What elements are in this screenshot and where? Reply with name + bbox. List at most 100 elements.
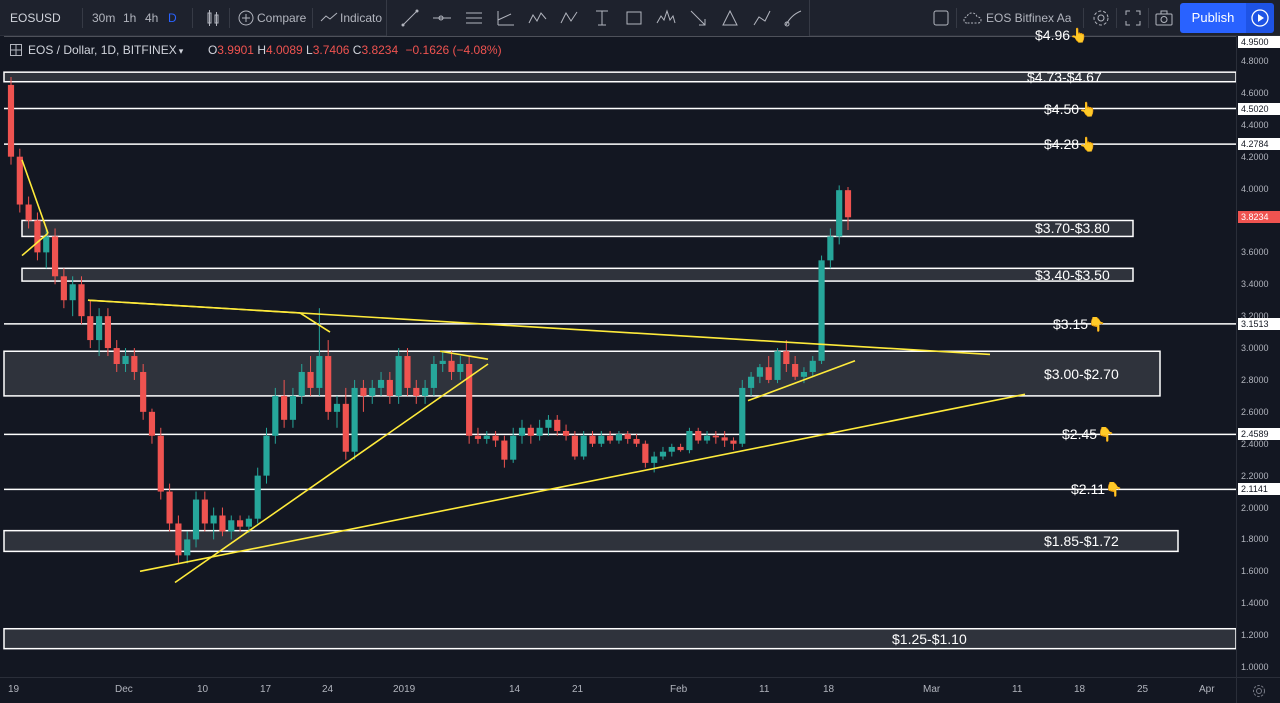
timeframe-d[interactable]: D <box>168 11 177 25</box>
arrow-tool-icon[interactable] <box>685 5 711 31</box>
compare-button[interactable]: Compare <box>257 11 307 25</box>
candle-body <box>192 499 200 540</box>
candle-body <box>281 395 288 420</box>
price-tick: 4.6000 <box>1241 87 1269 98</box>
zone-label: $3.40-$3.50 <box>1035 266 1110 283</box>
candle-body <box>342 403 349 452</box>
price-label: 4.2784 <box>1238 138 1280 151</box>
timeframe-4h[interactable]: 4h <box>145 11 159 25</box>
chevron-down-icon[interactable]: ▾ <box>178 46 184 56</box>
candle-body <box>325 356 332 412</box>
candle-body <box>474 435 482 439</box>
candle-body <box>677 446 684 451</box>
candle-body <box>827 236 834 261</box>
time-axis[interactable]: 19 Dec 10 17 24 2019 14 21 Feb 11 18 Mar 11 18 25 Apr <box>0 677 1236 703</box>
trend-line-icon[interactable] <box>397 5 423 31</box>
head-shoulders-icon[interactable] <box>653 5 679 31</box>
parallel-channel-icon[interactable] <box>461 5 487 31</box>
compare-plus-icon[interactable] <box>233 5 259 31</box>
bar-style-candles-icon[interactable] <box>200 5 226 31</box>
time-tick: 10 <box>197 684 209 695</box>
fullscreen-icon[interactable] <box>1120 5 1146 31</box>
candle-body <box>377 379 385 388</box>
fib-timezone-icon[interactable] <box>589 5 615 31</box>
candle-body <box>430 364 437 388</box>
low-value: 3.7406 <box>312 43 350 57</box>
price-tick: 1.0000 <box>1241 662 1269 672</box>
zone-box <box>21 219 1134 238</box>
zone-label: $3.70-$3.80 <box>1035 220 1110 237</box>
trend-line <box>439 350 489 361</box>
price-tick: 4.8000 <box>1241 56 1269 66</box>
toolbar-divider <box>956 8 957 28</box>
zone-box <box>3 529 1179 553</box>
toolbar-divider <box>192 8 193 28</box>
time-tick: Feb <box>670 684 688 695</box>
layout-name[interactable]: EOS Bitfinex Aa <box>986 11 1072 25</box>
time-tick: 11 <box>759 684 770 695</box>
open-value: 3.9901 <box>217 43 254 57</box>
candle-body <box>562 430 570 436</box>
price-tick: 3.6000 <box>1241 247 1269 258</box>
indicators-icon[interactable] <box>316 5 342 31</box>
candle-body <box>527 427 534 436</box>
candle-body <box>78 284 85 317</box>
publish-menu-button[interactable] <box>1246 3 1274 33</box>
candle-body <box>43 236 50 253</box>
time-tick: 25 <box>1137 684 1149 695</box>
price-tick: 4.0000 <box>1241 183 1269 194</box>
candle-body <box>413 387 420 396</box>
candle-body <box>510 435 517 460</box>
zone-box <box>3 627 1236 650</box>
symbol-search[interactable]: EOSUSD <box>10 11 61 25</box>
zone-label: $1.25-$1.10 <box>892 630 967 647</box>
zones-layer <box>3 36 1236 650</box>
candle-body <box>140 371 147 412</box>
time-tick: Mar <box>923 684 941 695</box>
rectangle-icon[interactable] <box>621 5 647 31</box>
candle-body <box>501 440 508 460</box>
price-tick: 3.4000 <box>1241 279 1269 290</box>
candle-body <box>104 316 111 349</box>
candle-body <box>615 434 623 441</box>
elliott-wave-icon[interactable] <box>525 5 551 31</box>
toolbar-divider <box>1083 8 1084 28</box>
time-tick: 24 <box>322 684 334 695</box>
publish-button[interactable]: Publish <box>1180 3 1246 33</box>
legend-collapse-icon[interactable] <box>10 44 22 56</box>
price-label: 3.8234 <box>1238 210 1280 223</box>
candle-body <box>721 437 728 441</box>
timeframe-1h[interactable]: 1h <box>123 11 137 25</box>
abcd-pattern-icon[interactable] <box>557 5 583 31</box>
path-tool-icon[interactable] <box>749 5 775 31</box>
settings-gear-icon[interactable] <box>1237 678 1280 703</box>
checkbox-icon[interactable] <box>928 5 954 31</box>
candle-body <box>272 395 279 436</box>
triangle-pattern-icon[interactable] <box>717 5 743 31</box>
camera-icon[interactable] <box>1151 5 1177 31</box>
low-label: L <box>306 43 313 57</box>
legend-title[interactable]: EOS / Dollar, 1D, BITFINEX <box>28 43 177 57</box>
settings-gear-icon[interactable] <box>1088 5 1114 31</box>
candle-body <box>571 435 578 457</box>
horizontal-ray-icon[interactable] <box>429 5 455 31</box>
axis-settings-corner[interactable] <box>1236 677 1280 703</box>
price-tick: 1.8000 <box>1241 534 1269 545</box>
candle-body <box>765 367 772 380</box>
cloud-icon[interactable] <box>960 5 986 31</box>
indicators-button[interactable]: Indicato <box>340 11 382 25</box>
pitchfork-icon[interactable] <box>493 5 519 31</box>
timeframe-30m[interactable]: 30m <box>92 11 116 25</box>
candle-body <box>351 387 358 452</box>
candle-body <box>25 204 32 221</box>
candle-body <box>545 419 552 428</box>
brush-icon[interactable] <box>781 5 807 31</box>
candle-body <box>659 451 667 457</box>
price-tick: 1.4000 <box>1241 598 1269 609</box>
candle-body <box>756 367 763 377</box>
price-chart[interactable] <box>0 36 1236 677</box>
candle-body <box>783 351 790 364</box>
candles-layer <box>7 76 852 564</box>
price-axis[interactable]: 1.0000 1.2000 1.4000 1.6000 1.8000 2.0000 2.20… <box>1236 36 1280 677</box>
candle-body <box>131 356 138 372</box>
